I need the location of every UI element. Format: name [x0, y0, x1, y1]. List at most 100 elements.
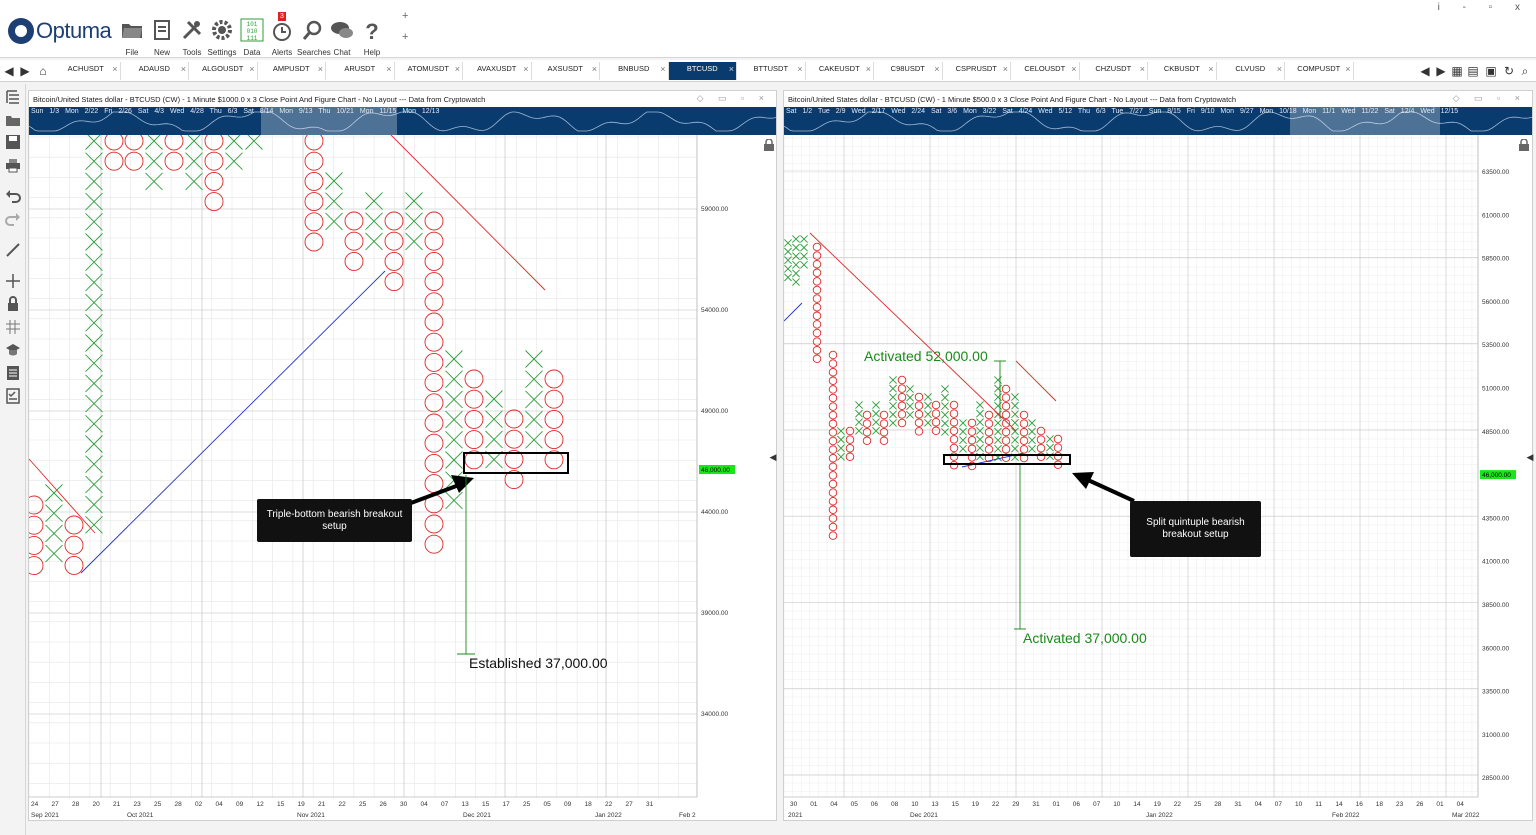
open-folder-icon[interactable]	[5, 112, 21, 128]
close-icon[interactable]: ×	[1276, 64, 1282, 74]
tab-ckbusdt[interactable]: CKBUSDT ×	[1148, 62, 1217, 80]
right-overview-strip[interactable]: Sat 1/2 Tue 2/9 Wed 2/17 Wed 2/24 Sat 3/…	[784, 107, 1532, 135]
file-button[interactable]: File	[117, 18, 147, 57]
tab-axsusdt[interactable]: AXSUSDT ×	[532, 62, 600, 80]
data-button[interactable]: 101 010 111 Data	[237, 18, 267, 57]
right-pane-window-controls[interactable]: ◇ ▭ ▫ ×	[1452, 93, 1526, 103]
tree-icon[interactable]	[5, 89, 21, 105]
tab-algousdt[interactable]: ALGOUSDT ×	[189, 62, 258, 80]
tab-c98usdt[interactable]: C98USDT ×	[874, 62, 943, 80]
close-icon[interactable]: ×	[112, 64, 118, 74]
crosshair-icon[interactable]	[5, 273, 21, 289]
tab-celousdt[interactable]: CELOUSDT ×	[1011, 62, 1080, 80]
left-overview-selection[interactable]	[261, 107, 397, 135]
collapse-right-icon[interactable]: ◀	[1526, 452, 1534, 462]
x-mark	[889, 419, 897, 427]
x-mark	[906, 385, 914, 393]
x-mark	[837, 444, 845, 453]
grid-layout-icon[interactable]: ▦	[1451, 64, 1463, 78]
refresh-icon[interactable]: ↻	[1503, 64, 1515, 78]
tab-adausd[interactable]: ADAUSD ×	[121, 62, 189, 80]
chat-button[interactable]: Chat	[327, 18, 357, 57]
search-icon[interactable]: ⌕	[1521, 64, 1529, 78]
left-overview-strip[interactable]: Sun 1/3 Mon 2/22 Fri 2/26 Sat 4/3 Wed 4/…	[29, 107, 776, 135]
add-workbook-button[interactable]: +	[402, 31, 409, 43]
close-icon[interactable]: ×	[523, 64, 529, 74]
close-icon[interactable]: ×	[1345, 64, 1351, 74]
print-icon[interactable]	[5, 157, 21, 173]
new-page-icon	[154, 20, 170, 40]
tabs-scroll-left-icon[interactable]: ◀	[1420, 64, 1430, 78]
tab-ampusdt[interactable]: AMPUSDT ×	[258, 62, 326, 80]
x-mark	[485, 430, 503, 449]
add-page-button[interactable]: +	[402, 10, 409, 22]
save-icon[interactable]	[5, 134, 21, 150]
new-button[interactable]: New	[147, 18, 177, 57]
x-mark	[1011, 410, 1019, 419]
tab-csprusdt[interactable]: CSPRUSDT ×	[943, 62, 1011, 80]
close-icon[interactable]: ×	[1139, 64, 1145, 74]
x-mark	[976, 409, 984, 418]
tools-button[interactable]: Tools	[177, 18, 207, 57]
back-arrow-icon[interactable]: ◀	[4, 64, 14, 78]
close-icon[interactable]: ×	[249, 64, 255, 74]
home-icon[interactable]: ⌂	[39, 64, 47, 78]
image-icon[interactable]: ▣	[1485, 64, 1497, 78]
tab-achusdt[interactable]: ACHUSDT ×	[52, 62, 121, 80]
close-icon[interactable]: ×	[1002, 64, 1008, 74]
lock-icon[interactable]	[763, 139, 775, 151]
close-icon[interactable]: ×	[728, 64, 734, 74]
tab-bnbusd[interactable]: BNBUSD ×	[600, 62, 669, 80]
x-mark	[1046, 452, 1054, 461]
tab-bttusdt[interactable]: BTTUSDT ×	[737, 62, 806, 80]
tab-avaxusdt[interactable]: AVAXUSDT ×	[463, 62, 532, 80]
tab-atomusdt[interactable]: ATOMUSDT ×	[395, 62, 463, 80]
price-tick-label: 41000.00	[1482, 559, 1509, 566]
left-pnf-chart[interactable]: 59000.00 54000.00 49000.00 44000.00 39000.00…	[29, 135, 776, 820]
close-icon[interactable]: ×	[317, 64, 323, 74]
close-icon[interactable]: ×	[591, 64, 597, 74]
close-icon[interactable]: ×	[660, 64, 666, 74]
tab-btcusd[interactable]: BTCUSD ×	[668, 62, 737, 80]
tabs-scroll-right-icon[interactable]: ▶	[1436, 64, 1446, 78]
collapse-pane-icon[interactable]: ◀	[769, 452, 777, 462]
right-overview-selection[interactable]	[1290, 107, 1440, 135]
tab-compusdt[interactable]: COMPUSDT ×	[1285, 62, 1354, 80]
redo-icon[interactable]	[5, 211, 21, 227]
help-button[interactable]: ? Help	[357, 18, 387, 57]
close-icon[interactable]: ×	[934, 64, 940, 74]
lock-icon[interactable]	[5, 296, 21, 312]
undo-icon[interactable]	[5, 188, 21, 204]
tile-layout-icon[interactable]: ▤	[1467, 64, 1479, 78]
close-icon[interactable]: ×	[386, 64, 392, 74]
right-chart-pane[interactable]: Bitcoin/United States dollar - BTCUSD (C…	[783, 90, 1533, 821]
forward-arrow-icon[interactable]: ▶	[20, 64, 30, 78]
close-icon[interactable]: ×	[454, 64, 460, 74]
line-tool-icon[interactable]	[5, 242, 21, 258]
graduation-cap-icon[interactable]	[5, 342, 21, 358]
close-icon[interactable]: ×	[1071, 64, 1077, 74]
notes-icon[interactable]	[5, 365, 21, 381]
left-chart-pane[interactable]: Bitcoin/United States dollar - BTCUSD (C…	[28, 90, 777, 821]
lock-icon[interactable]	[1518, 139, 1530, 151]
checklist-icon[interactable]	[5, 388, 21, 404]
tab-chzusdt[interactable]: CHZUSDT ×	[1080, 62, 1148, 80]
close-icon[interactable]: ×	[1208, 64, 1214, 74]
price-tick-label: 63500.00	[1482, 169, 1509, 176]
left-pane-window-controls[interactable]: ◇ ▭ ▫ ×	[696, 93, 770, 103]
close-icon[interactable]: ×	[180, 64, 186, 74]
o-mark	[914, 392, 924, 402]
close-icon[interactable]: ×	[797, 64, 803, 74]
settings-button[interactable]: Settings	[207, 18, 237, 57]
right-pnf-chart[interactable]: 63500.00 61000.00 58500.00 56000.00 53500.00…	[784, 135, 1532, 820]
grid-icon[interactable]	[5, 319, 21, 335]
searches-button[interactable]: Searches	[297, 18, 331, 57]
o-mark	[204, 151, 224, 171]
close-icon[interactable]: ×	[865, 64, 871, 74]
tab-cakeusdt[interactable]: CAKEUSDT ×	[806, 62, 874, 80]
o-mark	[424, 352, 444, 372]
window-controls[interactable]: i - ▫ x	[1437, 2, 1530, 13]
tab-arusdt[interactable]: ARUSDT ×	[326, 62, 395, 80]
alerts-button[interactable]: 3 Alerts	[267, 12, 297, 57]
tab-clvusd[interactable]: CLVUSD ×	[1217, 62, 1285, 80]
